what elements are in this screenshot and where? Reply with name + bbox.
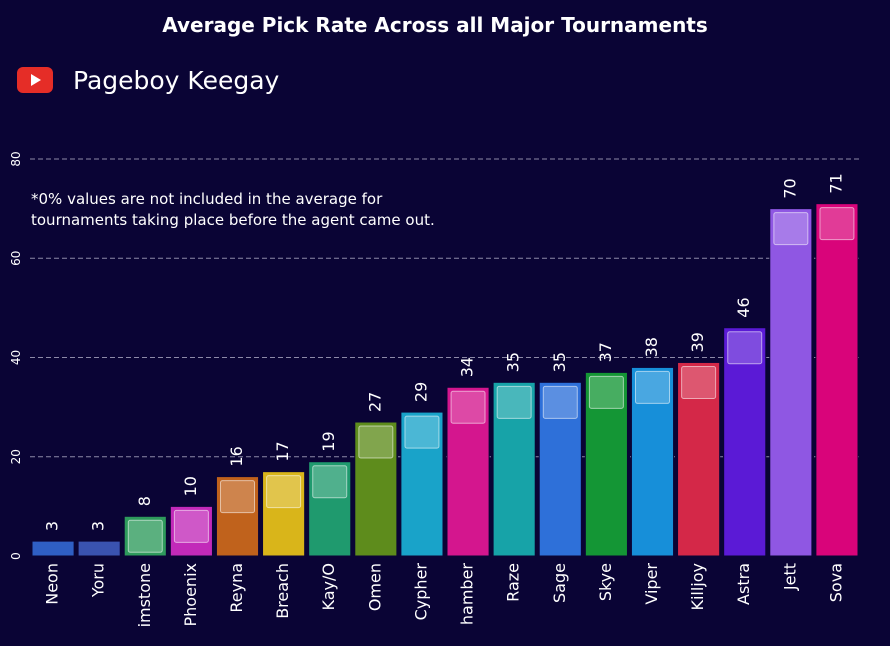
category-label: Viper — [642, 563, 661, 605]
bar-hamber — [446, 386, 490, 557]
y-tick-label: 40 — [9, 350, 23, 365]
bar-sova — [815, 203, 859, 557]
bar-breach — [262, 471, 306, 557]
agent-portrait — [173, 509, 209, 543]
agent-portrait — [542, 385, 578, 419]
bar-viper — [630, 366, 675, 557]
value-label: 3 — [89, 521, 108, 531]
agent-portrait — [635, 370, 670, 404]
agent-portrait — [450, 390, 486, 424]
category-label: Astra — [734, 563, 753, 605]
agent-portrait — [127, 519, 163, 553]
bar-jett — [769, 208, 813, 557]
bar-phoenix — [169, 505, 213, 557]
category-label: Jett — [780, 563, 799, 591]
value-label: 35 — [550, 352, 569, 372]
y-tick-label: 80 — [9, 151, 23, 166]
category-label: Phoenix — [181, 563, 200, 626]
value-label: 16 — [227, 446, 246, 466]
value-label: 71 — [826, 173, 845, 193]
category-label: Raze — [504, 563, 523, 602]
bar-raze — [492, 381, 536, 557]
category-label: Yoru — [89, 563, 108, 598]
category-label: Breach — [273, 563, 292, 619]
category-label: Skye — [596, 563, 615, 601]
category-label: Cypher — [411, 563, 430, 621]
agent-portrait — [496, 385, 532, 419]
category-label: Omen — [365, 563, 384, 611]
footnote-line: tournaments taking place before the agen… — [31, 211, 435, 229]
bar-neon — [31, 540, 75, 557]
value-label: 29 — [411, 382, 430, 402]
agent-portrait — [358, 425, 394, 459]
value-label: 37 — [596, 342, 615, 362]
value-label: 3 — [43, 521, 62, 531]
value-label: 70 — [780, 178, 799, 198]
agent-portrait — [220, 480, 255, 514]
value-label: 10 — [181, 476, 200, 496]
agent-portrait — [404, 415, 440, 449]
agent-portrait — [819, 207, 855, 241]
value-label: 39 — [688, 332, 707, 352]
bar-imstone — [123, 515, 167, 557]
footnote-line: *0% values are not included in the avera… — [31, 190, 383, 208]
category-label: Sage — [550, 563, 569, 603]
chart-title: Average Pick Rate Across all Major Tourn… — [162, 13, 708, 37]
bar-skye — [584, 371, 628, 557]
value-label: 46 — [734, 297, 753, 317]
bar-sage — [538, 381, 582, 557]
agent-portrait — [681, 365, 717, 399]
category-label: hamber — [458, 563, 477, 626]
bar-killjoy — [677, 361, 721, 557]
agent-portrait — [312, 465, 348, 499]
category-label: Reyna — [227, 563, 246, 613]
agent-portrait — [727, 331, 763, 365]
bar-kay-o — [308, 461, 352, 557]
value-label: 19 — [319, 431, 338, 451]
category-label: Sova — [826, 563, 845, 602]
y-tick-label: 20 — [9, 449, 23, 464]
bar-cypher — [400, 411, 444, 557]
bar-astra — [723, 327, 767, 557]
bar-reyna — [215, 476, 260, 557]
brand-watermark: Pageboy Keegay — [17, 64, 279, 96]
agent-portrait — [588, 375, 624, 409]
youtube-icon — [17, 67, 53, 93]
value-label: 34 — [458, 357, 477, 377]
value-label: 17 — [273, 441, 292, 461]
y-tick-label: 60 — [9, 251, 23, 266]
category-label: Neon — [43, 563, 62, 605]
agent-portrait — [266, 475, 302, 509]
bar-omen — [354, 421, 398, 557]
value-label: 27 — [365, 392, 384, 412]
category-label: Killjoy — [688, 563, 707, 611]
value-label: 8 — [135, 496, 154, 506]
brand-name: Pageboy Keegay — [73, 65, 280, 95]
agent-portrait — [773, 212, 809, 246]
bar-yoru — [77, 540, 121, 557]
category-label: imstone — [135, 563, 154, 627]
category-label: Kay/O — [319, 563, 338, 610]
value-label: 35 — [504, 352, 523, 372]
value-label: 38 — [642, 337, 661, 357]
y-tick-label: 0 — [9, 552, 23, 560]
